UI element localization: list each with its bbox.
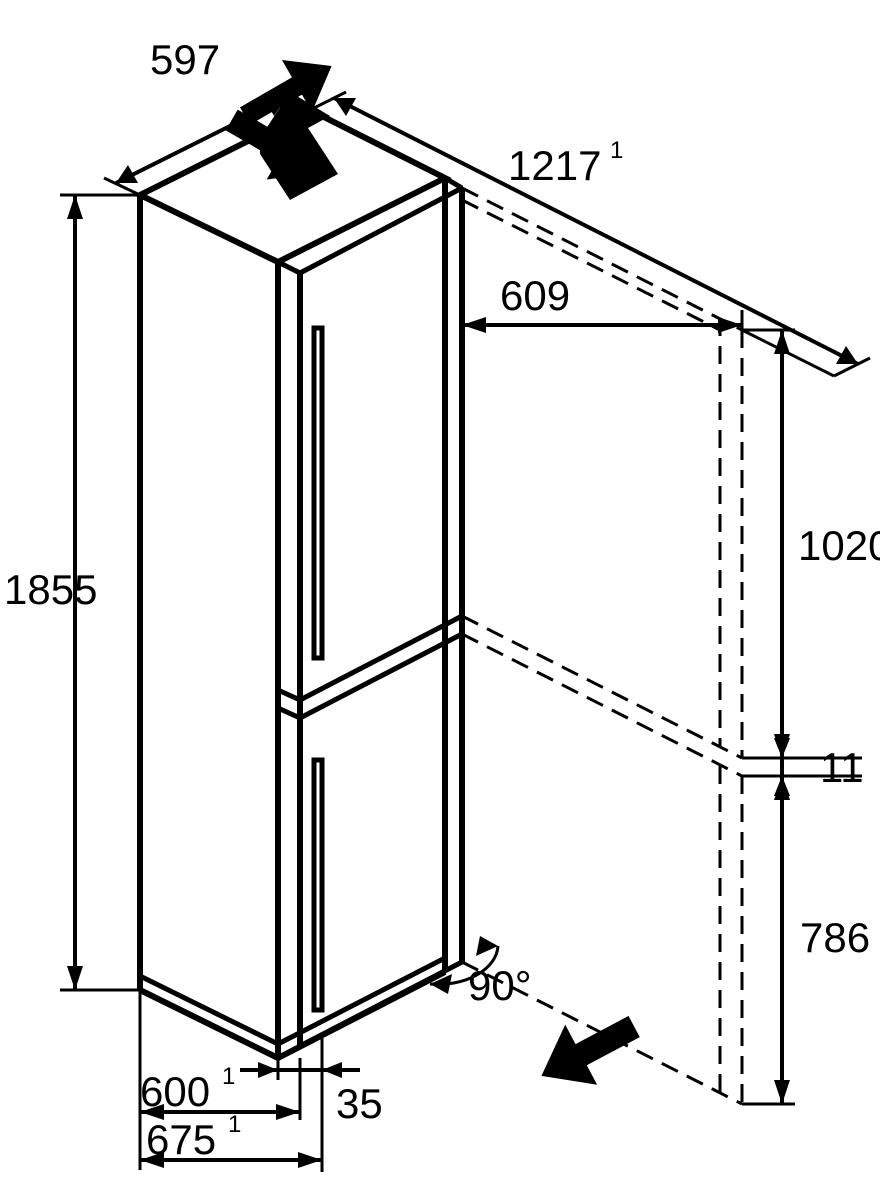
dim-1217-sup: 1 — [610, 137, 623, 164]
dim-depth-open: 1217 1 — [310, 92, 870, 376]
dim-786-label: 786 — [800, 914, 870, 961]
dim-11-label: 11 — [820, 744, 864, 791]
dim-1855-label: 1855 — [4, 566, 97, 613]
dim-90-label: 90° — [468, 962, 532, 1009]
dim-609: 609 — [462, 272, 742, 333]
dim-1217-label: 1217 — [508, 142, 601, 189]
dim-600-sup: 1 — [222, 1063, 235, 1090]
dim-600-label: 600 — [140, 1068, 210, 1115]
dim-1855: 1855 — [4, 195, 140, 990]
direction-arrow-front — [525, 997, 650, 1106]
dim-597-label: 597 — [150, 36, 220, 83]
dim-1020-label: 1020 — [798, 522, 880, 569]
dim-right-stack: 1020 11 786 — [742, 330, 880, 1104]
dim-675-label: 675 — [146, 1116, 216, 1163]
dim-675-sup: 1 — [228, 1111, 241, 1138]
dim-35-label: 35 — [336, 1080, 383, 1127]
dimension-drawing: 597 1217 1 609 1855 — [0, 0, 880, 1184]
dim-bottom: 35 600 1 675 1 — [140, 990, 383, 1172]
dim-609-label: 609 — [500, 272, 570, 319]
